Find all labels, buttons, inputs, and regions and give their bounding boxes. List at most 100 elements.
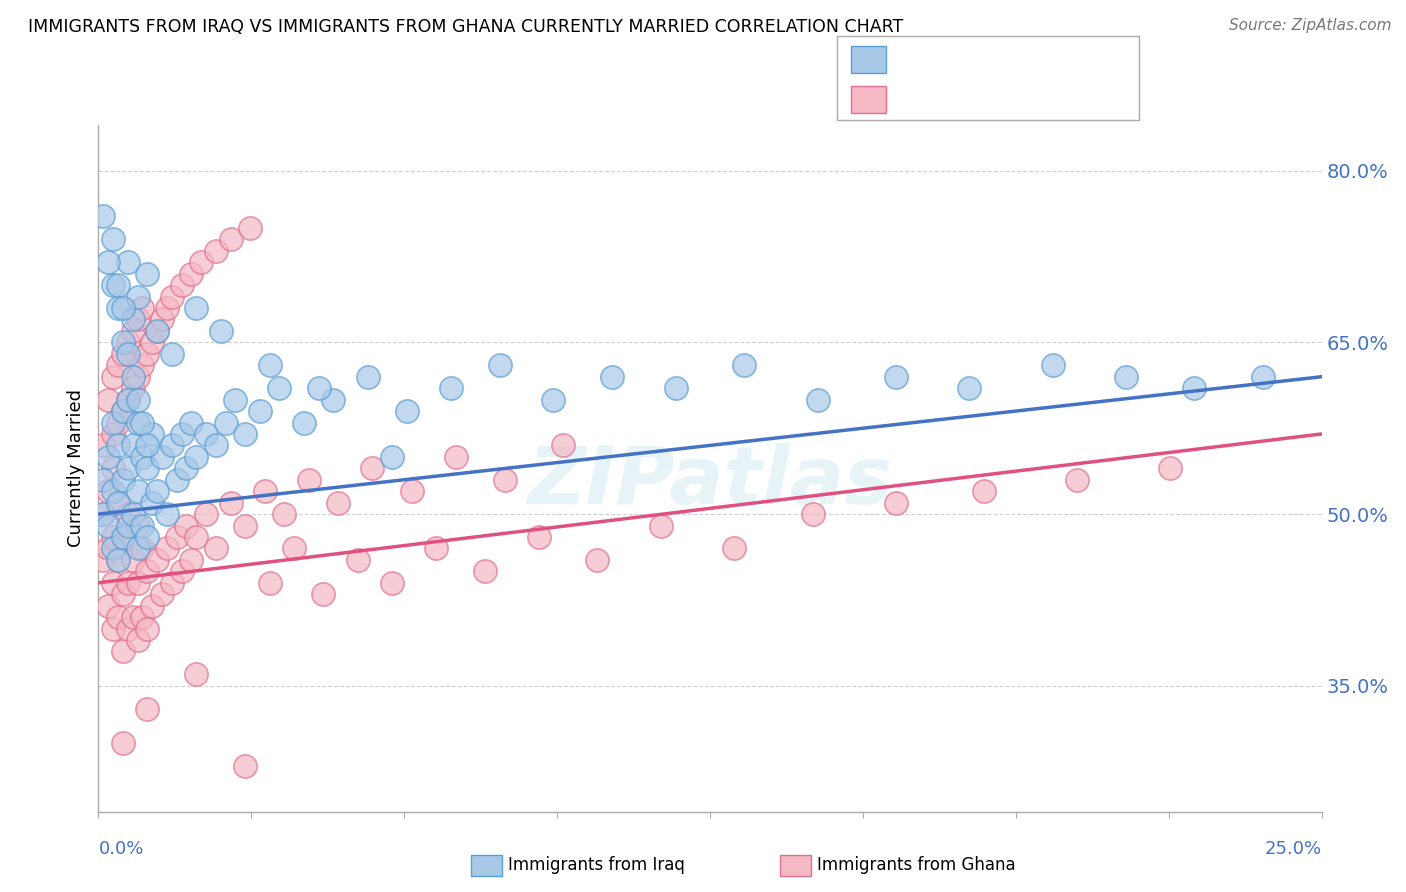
Point [160,438,183,452]
Point [97,255,120,269]
Point [101,484,124,499]
Point [91,473,114,487]
Point [156,301,179,315]
Point [186,301,208,315]
Point [253,484,276,499]
Text: ZIPatlas: ZIPatlas [527,443,893,521]
Point [494,473,516,487]
Point [190,255,212,269]
Point [136,267,159,281]
Text: N = 98: N = 98 [998,90,1066,108]
Point [322,392,344,407]
Text: N = 84: N = 84 [998,51,1066,69]
Point [146,553,169,567]
Point [160,289,183,303]
Point [205,438,228,452]
Point [488,358,510,373]
Point [91,507,114,521]
Point [131,416,153,430]
Point [91,210,114,224]
Point [401,484,423,499]
Point [224,392,246,407]
Point [101,278,124,293]
Point [209,324,232,338]
Point [186,667,208,681]
Point [180,553,202,567]
Point [107,438,129,452]
Point [101,427,124,442]
Point [117,518,139,533]
Point [101,416,124,430]
Point [298,473,321,487]
Point [127,392,149,407]
Point [146,484,169,499]
Point [97,392,120,407]
Text: Immigrants from Ghana: Immigrants from Ghana [817,856,1015,874]
Point [121,312,143,326]
Point [239,221,262,235]
Point [361,461,384,475]
Point [107,496,129,510]
Point [91,553,114,567]
Point [121,610,143,624]
Point [884,496,907,510]
Point [527,530,550,544]
Point [111,530,134,544]
Point [665,381,688,395]
Point [543,392,565,407]
Point [170,278,193,293]
Point [650,518,672,533]
Point [195,427,218,442]
Point [1115,369,1137,384]
Point [141,427,163,442]
Point [233,427,256,442]
Point [176,461,198,475]
Point [101,232,124,246]
Point [107,610,129,624]
Point [111,587,134,601]
Point [249,404,271,418]
Point [97,518,120,533]
Point [1066,473,1088,487]
Point [160,575,183,590]
Point [205,244,228,258]
Point [150,450,173,464]
Point [91,507,114,521]
Point [111,644,134,658]
Point [117,507,139,521]
Point [1042,358,1064,373]
Point [166,473,188,487]
Point [117,392,139,407]
Point [136,702,159,716]
Point [131,518,153,533]
Text: 25.0%: 25.0% [1264,840,1322,858]
Point [107,553,129,567]
Point [801,507,824,521]
Point [101,461,124,475]
Point [180,416,202,430]
Point [121,507,143,521]
Point [146,324,169,338]
Point [107,358,129,373]
Point [101,622,124,636]
Point [131,610,153,624]
Point [233,759,256,773]
Point [111,404,134,418]
Point [259,575,281,590]
Point [131,358,153,373]
Point [127,541,149,556]
Point [107,496,129,510]
Point [553,438,575,452]
Point [127,369,149,384]
Point [136,438,159,452]
Point [101,530,124,544]
Point [973,484,995,499]
Point [395,404,418,418]
Point [308,381,330,395]
Point [127,312,149,326]
Point [141,335,163,350]
Point [127,289,149,303]
Point [141,599,163,613]
Y-axis label: Currently Married: Currently Married [66,389,84,548]
Point [170,565,193,579]
